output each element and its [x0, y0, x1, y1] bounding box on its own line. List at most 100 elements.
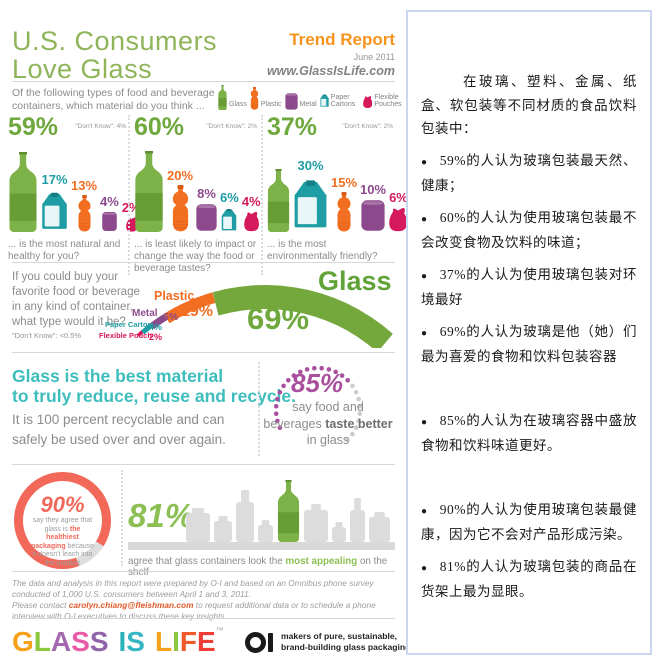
dot: [357, 411, 363, 416]
dot: [304, 367, 310, 372]
oi-tagline: makers of pure, sustainable, brand-buildi…: [281, 631, 411, 653]
shelf-silhouette: [350, 510, 365, 542]
arc-segment-pouch: [137, 330, 144, 337]
bullet-icon: ●: [421, 505, 428, 517]
dot: [326, 367, 332, 372]
bar-plastic: 13%: [71, 178, 97, 232]
divider: [12, 81, 395, 82]
divider: [12, 618, 395, 619]
translation-bullet: ● 59%的人认为玻璃包装最天然、健康；: [421, 152, 637, 194]
glass-percentage: 37%: [267, 113, 318, 141]
arc-value-paper-carton: 4%: [149, 322, 163, 332]
pouch-icon: [363, 94, 372, 110]
footer-contact: Please contact carolyn.chiang@fleishman.…: [12, 600, 376, 621]
translation-intro: 在玻璃、塑料、金属、纸盒、软包装等不同材质的食品饮料包装中：: [421, 74, 637, 136]
legend-label: Plastic: [260, 101, 282, 109]
bar-glass: [134, 151, 164, 232]
glass-bottle-highlight: [277, 480, 300, 542]
bar-carton: 30%: [293, 158, 328, 232]
translation-panel: 在玻璃、塑料、金属、纸盒、软包装等不同材质的食品饮料包装中： ● 59%的人认为玻…: [406, 10, 652, 655]
bar-value-label: 6%: [220, 190, 239, 205]
dot: [281, 383, 286, 389]
bar-carton: 17%: [41, 172, 68, 232]
panel-caption: ... is least likely to impact or change …: [134, 239, 257, 274]
dont-know-note: "Don't Know": 2%: [206, 123, 257, 130]
bar-metal: 8%: [196, 186, 217, 232]
shelf-silhouette: [369, 517, 390, 542]
brand-letter: L: [33, 626, 51, 657]
bar-value-label: 6%: [389, 190, 408, 205]
bar-carton: 6%: [220, 190, 239, 232]
carton-icon: [320, 91, 329, 110]
divider: [121, 470, 123, 566]
arc-segment-glass: [212, 284, 393, 348]
legend-label: Paper Cartons: [330, 93, 356, 109]
material-legend: Glass Plastic Metal Paper Cartons Flexible P…: [218, 85, 402, 110]
stat-81-value: 81%: [128, 497, 195, 534]
shelf-silhouette: [332, 527, 346, 542]
dot: [333, 369, 338, 375]
dot: [357, 404, 363, 409]
arc-value-flexible-pouch: 2%: [149, 332, 163, 342]
dont-know-note: "Don't Know": 4%: [75, 123, 126, 130]
dot: [350, 383, 355, 389]
carton-icon: [41, 189, 68, 232]
arc-value-metal: 6%: [163, 311, 179, 323]
translation-bullet: ● 69%的人认为玻璃是他（她）们最为喜爱的食物和饮料包装容器: [421, 323, 637, 365]
shelf-silhouette: [214, 521, 232, 542]
dot: [356, 396, 361, 402]
legend-label: Glass: [229, 101, 247, 109]
glass-percentage: 60%: [134, 113, 185, 141]
dot: [312, 365, 317, 371]
brand-letter: G: [12, 626, 34, 657]
arc-value-plastic: 19%: [181, 303, 214, 320]
survey-question: Of the following types of food and bever…: [12, 87, 215, 113]
dot: [275, 418, 280, 424]
legend-item-glass: Glass: [218, 85, 247, 110]
legend-label: Metal: [299, 101, 317, 109]
arc-label-flexible-pouch: Flexible Pouch: [99, 331, 152, 340]
stat-85-text: say food and beverages taste better in g…: [263, 400, 393, 447]
legend-item-pouch: Flexible Pouches: [363, 94, 404, 110]
arc-label-plastic: Plastic: [154, 289, 195, 303]
legend-item-metal: Metal: [285, 93, 317, 110]
translation-bullet: ● 37%的人认为使用玻璃包装对环境最好: [421, 266, 637, 308]
bullet-icon: ●: [421, 562, 428, 574]
shelf-silhouette: [258, 525, 273, 542]
brand-letter: S: [126, 626, 145, 657]
carton-icon: [293, 175, 328, 232]
arc-value-glass: 69%: [247, 301, 310, 336]
bar-pouch: 4%: [242, 194, 261, 232]
website-link[interactable]: www.GlassIsLife.com: [266, 64, 395, 78]
bullet-icon: ●: [421, 270, 428, 282]
pouch-icon: [244, 211, 259, 232]
stat-81-caption: agree that glass containers look the mos…: [128, 556, 388, 578]
bar-value-label: 15%: [331, 175, 358, 190]
bullet-icon: ●: [421, 416, 428, 428]
plastic-icon: [171, 185, 190, 232]
dot: [353, 425, 359, 430]
glass-is-life-logo: GLASS IS LIFE™: [12, 626, 224, 658]
dot: [345, 437, 350, 442]
bar-value-label: 4%: [241, 194, 261, 209]
glass-icon: [267, 169, 290, 232]
contact-email-link[interactable]: carolyn.chiang@fleishman.com: [68, 600, 194, 610]
brand-letter: I: [118, 626, 127, 657]
bar-value-label: 20%: [167, 168, 194, 183]
arc-segment-metal: [149, 314, 168, 330]
trademark-symbol: ™: [215, 626, 224, 635]
brand-letter: A: [50, 626, 72, 657]
title-line-1: U.S. Consumers: [12, 26, 218, 56]
brand-letter: [109, 626, 119, 658]
bar-panel-taste: 60% "Don't Know": 2% 20% 8% 6% 4% ... is le…: [128, 115, 261, 275]
shelf-silhouette: [236, 502, 254, 542]
stat-90-ring: 90% say they agree that glass is the hea…: [14, 472, 111, 569]
oi-branding: makers of pure, sustainable, brand-buildi…: [245, 631, 410, 653]
bar-value-label: 30%: [297, 158, 324, 173]
translation-bullet: ● 60%的人认为使用玻璃包装最不会改变食物及饮料的味道；: [421, 209, 637, 251]
plastic-icon: [336, 192, 352, 232]
pouch-icon: [389, 207, 407, 232]
stat-90-text: say they agree that glass is the healthi…: [30, 517, 95, 567]
recycle-heading: Glass is the best material to truly redu…: [12, 366, 297, 406]
dot: [319, 365, 324, 371]
